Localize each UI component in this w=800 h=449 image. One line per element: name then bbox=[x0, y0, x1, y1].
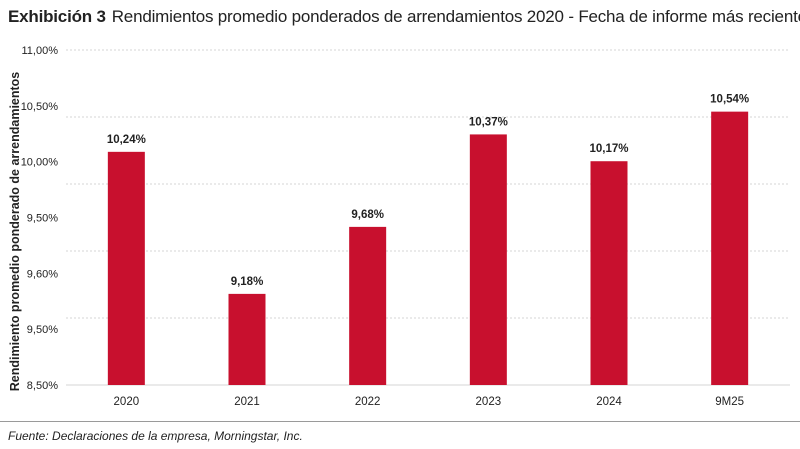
data-label: 10,24% bbox=[107, 134, 146, 146]
x-tick-label: 2020 bbox=[114, 396, 140, 408]
grid-lines bbox=[66, 49, 790, 386]
chart-title: Exhibición 3 Rendimientos promedio ponder… bbox=[8, 7, 800, 27]
data-label: 10,54% bbox=[710, 94, 749, 106]
bar-2020 bbox=[107, 151, 145, 385]
y-tick-label: 10,00% bbox=[21, 157, 59, 169]
bar-chart: 8,50% 9,50% 9,60% 9,50% 10,00% 10,50% 11,00% 1… bbox=[8, 45, 790, 408]
y-tick-label: 9,60% bbox=[27, 268, 58, 280]
y-tick-label: 8,50% bbox=[27, 380, 58, 392]
bar-2023 bbox=[469, 134, 507, 385]
bars bbox=[107, 111, 749, 385]
data-label: 10,17% bbox=[589, 143, 628, 155]
footer-divider bbox=[0, 421, 800, 422]
x-axis-tick-labels: 2020 2021 2022 2023 2024 9M25 bbox=[114, 396, 745, 408]
y-tick-label: 9,50% bbox=[27, 324, 58, 336]
bar-2022 bbox=[349, 226, 387, 385]
source-note: Fuente: Declaraciones de la empresa, Mor… bbox=[8, 429, 303, 443]
y-tick-label: 11,00% bbox=[22, 45, 59, 57]
y-tick-label: 10,50% bbox=[21, 101, 59, 113]
x-tick-label: 2022 bbox=[355, 396, 381, 408]
data-labels: 10,24% 9,18% 9,68% 10,37% 10,17% 10,54% bbox=[107, 94, 749, 288]
y-tick-label: 9,50% bbox=[27, 213, 58, 225]
x-tick-label: 2021 bbox=[234, 396, 260, 408]
x-tick-label: 9M25 bbox=[715, 396, 744, 408]
bar-2021 bbox=[228, 293, 266, 385]
x-tick-label: 2024 bbox=[596, 396, 622, 408]
x-tick-label: 2023 bbox=[476, 396, 502, 408]
y-axis-label: Rendimiento promedio ponderado de arrend… bbox=[8, 72, 22, 392]
chart-title-text: Rendimientos promedio ponderados de arre… bbox=[111, 7, 800, 26]
exhibit-number: Exhibición 3 bbox=[8, 7, 106, 26]
bar-9m25 bbox=[711, 111, 749, 385]
data-label: 9,18% bbox=[231, 276, 264, 288]
bar-2024 bbox=[590, 161, 628, 385]
data-label: 9,68% bbox=[351, 209, 384, 221]
y-axis-tick-labels: 8,50% 9,50% 9,60% 9,50% 10,00% 10,50% 11,00% bbox=[21, 45, 59, 392]
data-label: 10,37% bbox=[469, 116, 508, 128]
